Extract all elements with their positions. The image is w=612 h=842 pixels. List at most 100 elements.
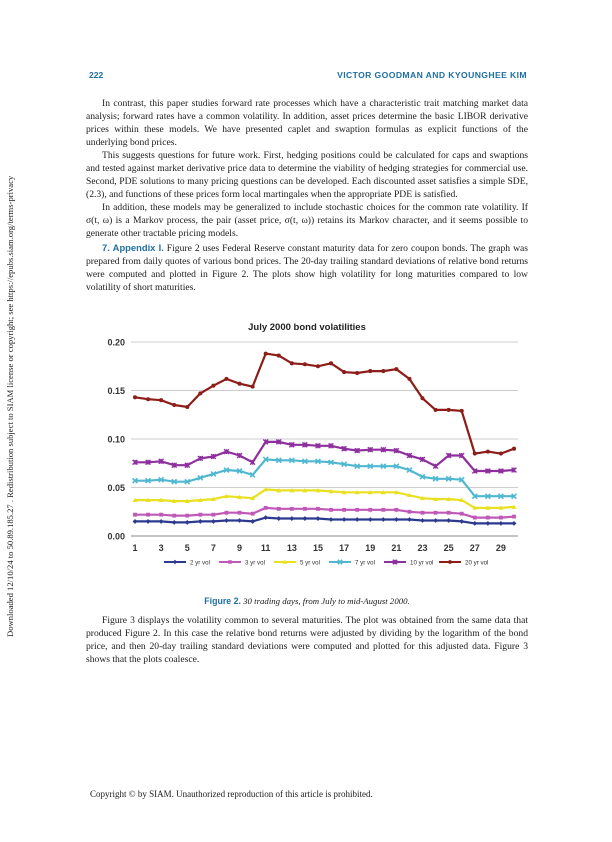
data-point (237, 518, 242, 523)
series-line (135, 506, 515, 519)
data-point (146, 397, 151, 402)
data-point (316, 506, 320, 511)
data-point (184, 478, 191, 485)
data-point (446, 518, 452, 523)
data-point (302, 441, 308, 448)
data-point (133, 512, 137, 517)
data-point (433, 407, 438, 412)
series-line (135, 488, 515, 509)
data-point (171, 520, 177, 525)
data-point (407, 492, 412, 498)
figure-2: July 2000 bond volatilities 0.00 0.05 0.10… (86, 316, 528, 576)
data-point (302, 516, 308, 521)
data-point (511, 493, 517, 500)
series-line (135, 458, 514, 498)
data-point (210, 470, 217, 477)
x-tick-label: 15 (313, 543, 323, 553)
paragraph-contrast: In contrast, this paper studies forward … (86, 98, 528, 148)
y-tick-label: 0.20 (107, 338, 125, 348)
data-point (432, 463, 439, 470)
data-point (446, 407, 451, 412)
data-point (368, 507, 373, 512)
series-10-yr-vol (132, 439, 517, 474)
data-point (263, 505, 268, 510)
x-tick-label: 19 (365, 543, 375, 553)
data-point (446, 510, 451, 515)
legend-label: 5 yr vol (300, 560, 320, 567)
data-point (329, 507, 333, 512)
data-point (511, 504, 517, 509)
data-point (132, 477, 138, 484)
y-axis: 0.00 0.05 0.10 0.15 0.20 (107, 338, 125, 542)
running-head-authors: VICTOR GOODMAN AND KYOUNGHEE KIM (337, 70, 527, 80)
data-point (289, 488, 295, 493)
copyright-footer: Copyright © by SIAM. Unauthorized reprod… (90, 789, 373, 799)
legend-item: 3 yr vol (219, 560, 265, 567)
data-point (459, 408, 464, 413)
data-point (459, 511, 464, 516)
data-point (145, 497, 151, 503)
data-point (354, 463, 361, 470)
data-point (367, 463, 374, 470)
data-point (223, 448, 230, 455)
data-point (158, 497, 164, 503)
legend-label: 10 yr vol (410, 560, 433, 567)
data-point (184, 520, 190, 525)
data-point (276, 506, 281, 511)
data-point (368, 369, 373, 374)
data-point (446, 496, 452, 502)
plot-area (132, 351, 517, 526)
data-point (407, 376, 412, 381)
data-point (185, 513, 190, 518)
data-point (197, 497, 203, 503)
data-point (367, 446, 374, 453)
data-point (342, 507, 347, 512)
data-point (315, 516, 321, 521)
data-point (282, 559, 288, 564)
data-point (276, 488, 282, 493)
data-point (288, 457, 295, 464)
volatility-chart: July 2000 bond volatilities 0.00 0.05 0.10… (107, 322, 518, 567)
data-point (224, 376, 229, 381)
data-point (171, 462, 178, 469)
y-tick-label: 0.10 (107, 435, 125, 445)
data-point (354, 489, 360, 495)
x-tick-label: 23 (418, 543, 428, 553)
data-point (341, 517, 347, 522)
series-7-yr-vol (132, 456, 517, 500)
data-point (250, 495, 256, 501)
series-3-yr-vol (133, 505, 516, 520)
data-point (394, 507, 399, 512)
legend: 2 yr vol 3 yr vol 5 yr vol 7 yr vol 10 yr vo… (164, 559, 488, 567)
data-point (433, 496, 438, 502)
body-text-bottom: Figure 3 displays the volatility common … (86, 614, 528, 666)
data-point (420, 518, 425, 523)
data-point (485, 515, 490, 520)
data-point (263, 487, 269, 492)
caption-text: 30 trading days, from July to mid-August… (243, 596, 410, 606)
data-point (512, 514, 516, 519)
paragraph-generalization: In addition, these models may be general… (86, 202, 528, 239)
data-point (328, 488, 334, 494)
data-point (185, 404, 190, 410)
data-point (237, 381, 242, 386)
data-point (302, 506, 307, 511)
download-notice: Downloaded 12/10/24 to 50.89.185.27 . Re… (5, 175, 15, 637)
data-point (419, 456, 426, 463)
x-tick-label: 1 (132, 543, 137, 553)
data-point (328, 442, 334, 449)
data-point (228, 560, 232, 564)
y-tick-label: 0.05 (107, 483, 125, 493)
legend-item: 10 yr vol (384, 559, 433, 567)
data-point (337, 559, 343, 565)
data-point (420, 396, 425, 401)
data-point (262, 456, 269, 463)
series-line (134, 352, 515, 455)
x-tick-label: 27 (470, 543, 480, 553)
data-point (237, 494, 242, 500)
data-point (458, 476, 465, 483)
data-point (184, 462, 191, 469)
data-point (197, 519, 203, 524)
data-point (459, 519, 465, 524)
data-point (249, 471, 256, 478)
